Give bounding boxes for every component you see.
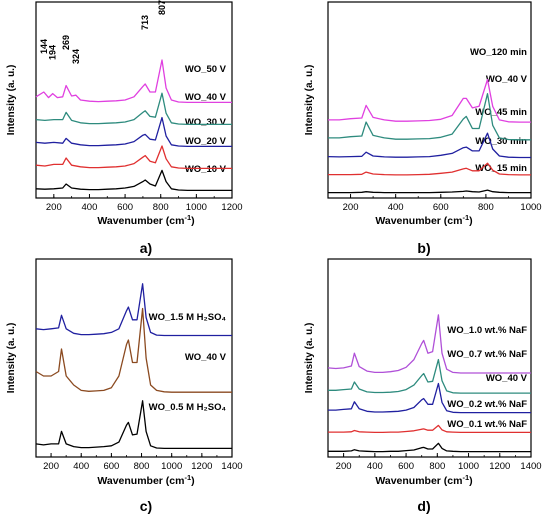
x-axis-label: Wavenumber (cm-1) (97, 213, 194, 227)
x-tick-label: 800 (134, 461, 150, 472)
y-axis-label: Intensity (a. u.) (6, 65, 17, 136)
series-label: WO_50 V (185, 64, 227, 75)
x-tick-label: 800 (153, 202, 169, 213)
series-line-0 (35, 400, 232, 450)
series-line-2 (35, 116, 232, 148)
series-label: WO_40 V (185, 352, 227, 363)
series-line-2 (327, 132, 531, 159)
peak-annotation: 807 (157, 0, 167, 15)
series-line-0 (35, 169, 232, 192)
plot-frame (327, 1, 532, 199)
x-tick-label: 400 (367, 461, 383, 472)
plot-frame (327, 258, 532, 458)
series-line-3 (328, 93, 531, 141)
series-line-1 (35, 307, 232, 393)
x-tick-label: 400 (388, 202, 404, 213)
plot-frame (35, 1, 233, 199)
peak-annotation: 324 (71, 49, 81, 64)
x-tick-label: 1000 (458, 461, 479, 472)
x-axis-label: Wavenumber (cm-1) (375, 213, 472, 227)
y-axis-label: Intensity (a. u.) (304, 65, 315, 136)
series-line-1 (35, 145, 232, 170)
series-line-3 (328, 358, 531, 394)
series-line-4 (328, 78, 531, 123)
panel-label: b) (417, 240, 430, 256)
series-label: WO_120 min (470, 47, 527, 58)
x-tick-label: 1200 (221, 202, 242, 213)
y-axis-label: Intensity (a. u.) (304, 323, 315, 394)
panel-c: 200 400 600 800 1000 1200 1400 WO_0.5 M H₂SO₄ WO… (6, 258, 243, 514)
x-tick-label: 200 (343, 202, 359, 213)
series-line-4 (35, 59, 232, 104)
series-line-0 (328, 189, 531, 194)
peak-annotation: 713 (140, 15, 150, 30)
series-label: WO_40 V (486, 373, 528, 384)
x-tick-label: 800 (478, 202, 494, 213)
series-label: WO_15 min (475, 163, 527, 174)
x-tick-label: 600 (398, 461, 414, 472)
series-line-1 (328, 424, 531, 434)
x-tick-label: 600 (433, 202, 449, 213)
x-tick-label: 800 (429, 461, 445, 472)
series-line-2 (328, 382, 531, 414)
x-tick-label: 400 (82, 202, 98, 213)
x-tick-label: 400 (73, 461, 89, 472)
x-tick-label: 600 (103, 461, 119, 472)
x-axis-label: Wavenumber (cm-1) (375, 473, 472, 487)
x-tick-label: 1000 (186, 202, 207, 213)
panel-b: 200 400 600 800 1000 WO_15 min WO_30 min WO_45 … (304, 1, 542, 256)
series-line-4 (327, 314, 531, 374)
series-label: WO_0.7 wt.% NaF (447, 349, 527, 360)
x-tick-label: 1000 (161, 461, 182, 472)
panel-label: c) (140, 498, 152, 514)
peak-annotation: 269 (61, 35, 71, 50)
series-label: WO_45 min (475, 107, 527, 118)
series-label: WO_40 V (185, 92, 227, 103)
x-tick-label: 1200 (489, 461, 510, 472)
x-tick-label: 600 (117, 202, 133, 213)
panel-d: 200 400 600 800 1000 1200 1400 WO_0.1 wt.% NaF W… (304, 258, 542, 514)
series-label: WO_0.5 M H₂SO₄ (149, 402, 227, 413)
y-axis-label: Intensity (a. u.) (6, 323, 17, 394)
series-line-1 (328, 162, 531, 176)
series-line-0 (328, 442, 531, 453)
plot-frame (35, 258, 233, 458)
series-label: WO_0.2 wt.% NaF (447, 399, 527, 410)
series-label: WO_20 V (185, 136, 227, 147)
series-label: WO_10 V (185, 164, 227, 175)
x-tick-label: 200 (46, 202, 62, 213)
series-label: WO_30 V (185, 117, 227, 128)
series-label: WO_1.5 M H₂SO₄ (149, 312, 227, 323)
x-tick-label: 1000 (520, 202, 541, 213)
x-tick-label: 200 (43, 461, 59, 472)
series-line-3 (35, 92, 232, 126)
panel-label: d) (417, 498, 430, 514)
x-tick-label: 1200 (191, 461, 212, 472)
series-label: WO_0.1 wt.% NaF (447, 419, 527, 430)
panel-a: 200 400 600 800 1000 1200 WO_10 V WO_20 V WO_30 … (6, 0, 243, 256)
panel-label: a) (140, 240, 152, 256)
x-tick-label: 200 (336, 461, 352, 472)
x-axis-label: Wavenumber (cm-1) (97, 473, 194, 487)
series-label: WO_1.0 wt.% NaF (447, 325, 527, 336)
series-label: WO_30 min (475, 136, 527, 147)
peak-annotation: 194 (48, 45, 58, 60)
x-tick-label: 1400 (221, 461, 242, 472)
x-tick-label: 1400 (520, 461, 541, 472)
series-label: WO_40 V (486, 74, 528, 85)
peak-annotation: 144 (39, 39, 49, 54)
series-line-2 (35, 283, 232, 337)
